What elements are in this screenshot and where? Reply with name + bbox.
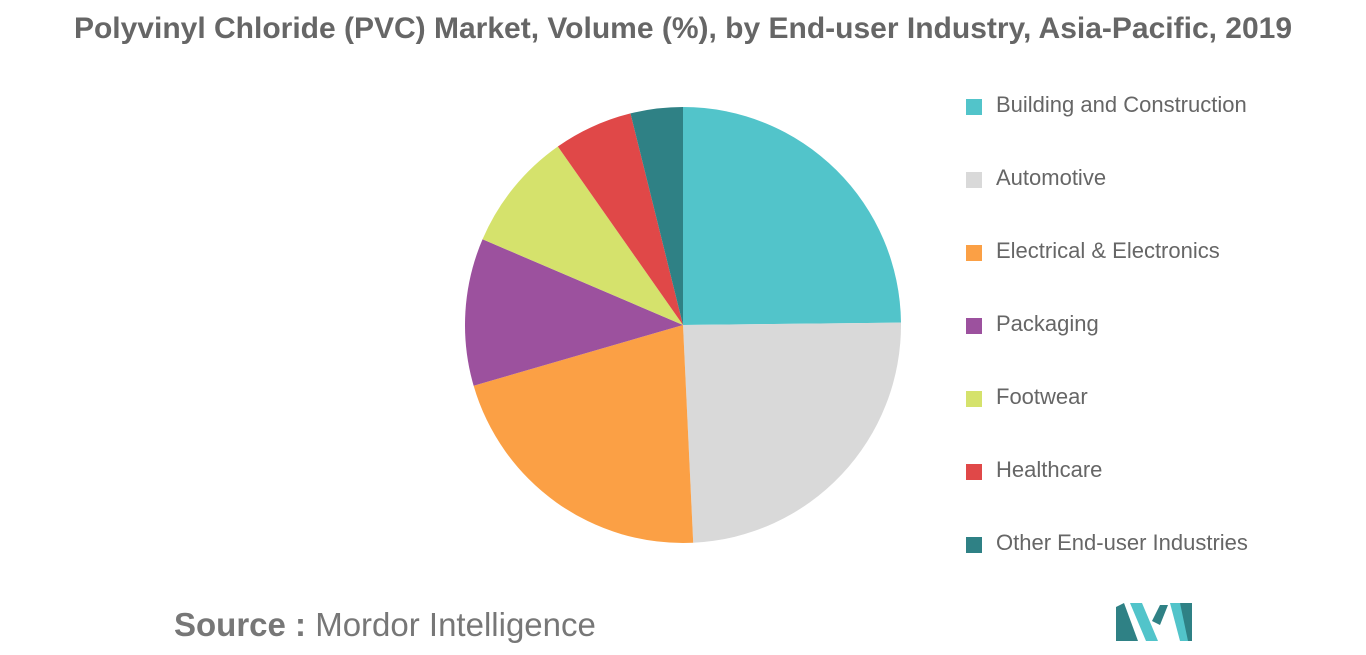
source-text: Mordor Intelligence — [315, 606, 596, 643]
pie-slice-electrical-electronics — [473, 325, 694, 544]
logo-shape-bar — [1180, 603, 1192, 641]
logo-shape-left — [1116, 603, 1138, 641]
pie-slice-automotive — [683, 322, 901, 543]
pie-slice-packaging — [464, 239, 683, 386]
legend-label: Building and Construction — [996, 92, 1247, 117]
pie-slice-footwear — [482, 146, 683, 325]
source-note: Source : Mordor Intelligence — [174, 606, 596, 644]
chart-title: Polyvinyl Chloride (PVC) Market, Volume … — [73, 12, 1293, 45]
pie-slice-other-end-user-industries — [630, 107, 683, 325]
legend-swatch — [966, 172, 982, 188]
legend-swatch — [966, 464, 982, 480]
legend-label: Packaging — [996, 311, 1099, 336]
legend-swatch — [966, 537, 982, 553]
pie-slice-building-and-construction — [683, 107, 901, 325]
legend-swatch — [966, 318, 982, 334]
legend-swatch — [966, 99, 982, 115]
legend-swatch — [966, 245, 982, 261]
legend-label: Healthcare — [996, 457, 1103, 482]
legend-label: Automotive — [996, 165, 1107, 190]
legend-label: Footwear — [996, 384, 1088, 409]
pie-slice-healthcare — [557, 113, 683, 325]
mordor-intelligence-logo — [1116, 603, 1192, 641]
source-label: Source : — [174, 606, 307, 643]
legend-label: Other End-user Industries — [996, 530, 1248, 555]
legend-label: Electrical & Electronics — [996, 238, 1220, 263]
logo-shape-inner — [1152, 605, 1168, 625]
logo-shape-middle — [1130, 603, 1158, 641]
legend-swatch — [966, 391, 982, 407]
